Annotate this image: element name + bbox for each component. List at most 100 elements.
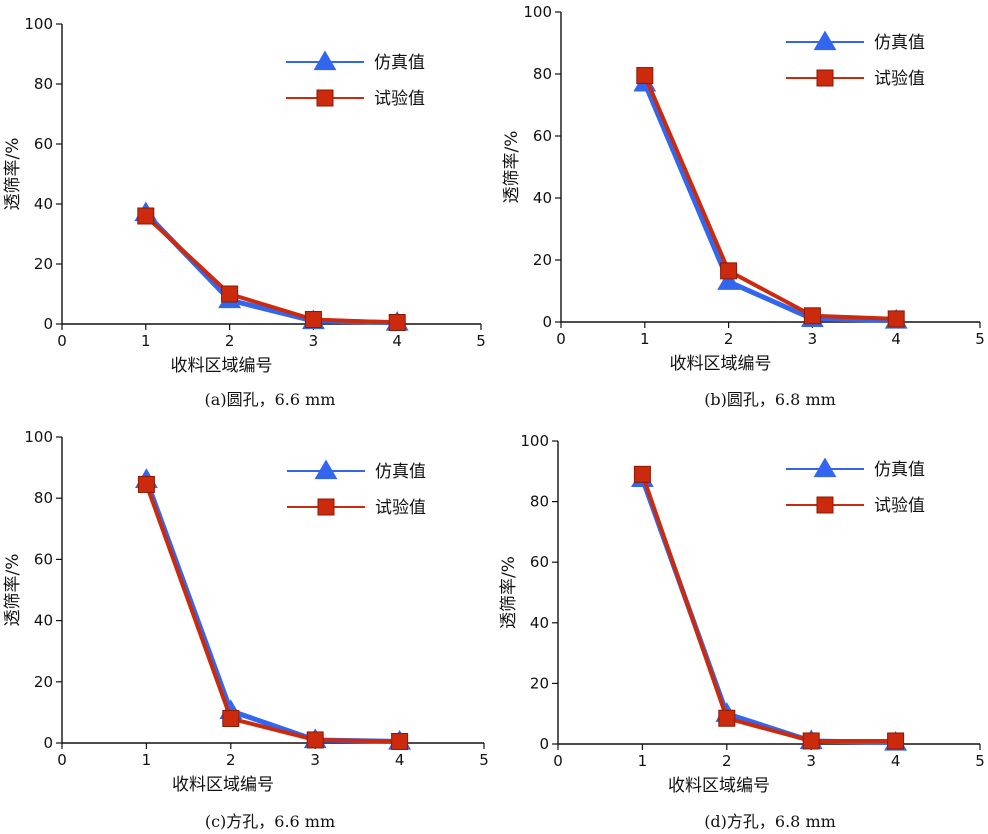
y-tick-label: 80	[533, 65, 552, 83]
x-tick-label: 4	[395, 751, 405, 769]
exp-point	[388, 314, 406, 331]
y-tick-label: 0	[43, 734, 53, 752]
exp-series-line	[144, 483, 400, 744]
legend-square-icon	[317, 498, 335, 516]
x-tick-label: 4	[891, 330, 901, 348]
y-tick-label: 40	[34, 612, 53, 630]
exp-series-line	[144, 214, 398, 325]
y-tick-label: 60	[34, 550, 53, 568]
exp-point	[222, 710, 240, 728]
y-tick-label: 60	[533, 127, 552, 145]
x-tick-label: 1	[640, 330, 650, 348]
y-tick-label: 100	[24, 15, 53, 33]
legend-label: 仿真值	[374, 53, 425, 73]
figure-caption: (b)圆孔，6.8 mm	[704, 390, 836, 409]
y-tick-label: 20	[533, 251, 552, 269]
x-tick-label: 1	[142, 751, 152, 769]
exp-point	[137, 475, 155, 493]
x-tick-label: 3	[808, 330, 818, 348]
y-axis-label: 透筛率/%	[499, 556, 519, 629]
y-axis-label: 透筛率/%	[3, 138, 23, 211]
x-tick-label: 0	[57, 332, 67, 350]
y-tick-label: 40	[533, 189, 552, 207]
y-tick-label: 0	[542, 313, 552, 331]
exp-point	[306, 731, 324, 749]
x-axis-label: 收料区域编号	[172, 775, 274, 795]
y-tick-label: 60	[530, 553, 549, 571]
y-axis-label: 透筛率/%	[3, 554, 23, 627]
y-tick-label: 20	[34, 673, 53, 691]
x-tick-label: 0	[553, 752, 563, 770]
exp-point	[802, 732, 820, 750]
x-tick-label: 2	[225, 332, 235, 350]
sim-series-line	[640, 478, 896, 745]
legend-triangle-icon	[314, 459, 338, 480]
sim-series-line	[144, 478, 400, 744]
x-tick-label: 5	[476, 332, 486, 350]
exp-series-line	[640, 473, 896, 743]
legend-square-icon	[816, 69, 834, 87]
x-tick-label: 5	[975, 330, 985, 348]
legend-square-icon	[316, 89, 334, 107]
y-tick-label: 20	[34, 255, 53, 273]
sim-series-line	[642, 82, 897, 323]
legend-label: 试验值	[375, 498, 426, 518]
x-tick-label: 1	[141, 332, 151, 350]
y-tick-label: 80	[530, 493, 549, 511]
exp-point	[887, 732, 905, 750]
exp-point	[720, 262, 738, 280]
y-tick-label: 100	[520, 432, 549, 450]
exp-point	[137, 207, 155, 225]
x-tick-label: 1	[638, 752, 648, 770]
x-tick-label: 4	[891, 752, 901, 770]
y-tick-label: 40	[34, 195, 53, 213]
exp-point	[803, 307, 821, 325]
x-axis-label: 收料区域编号	[670, 354, 772, 374]
exp-point	[304, 311, 322, 328]
y-tick-label: 0	[539, 735, 549, 753]
x-tick-label: 5	[479, 751, 489, 769]
exp-point	[718, 709, 736, 727]
y-tick-label: 80	[34, 75, 53, 93]
x-tick-label: 0	[57, 751, 67, 769]
exp-series-line	[642, 74, 897, 321]
exp-point	[887, 310, 905, 328]
legend-label: 试验值	[374, 89, 425, 109]
legend-triangle-icon	[813, 30, 837, 51]
y-tick-label: 60	[34, 135, 53, 153]
chart-panel-4: 0 20 40 60 80 100 0 1 2 3 4 5 收料区域编号 透筛率/% (d)方孔，6.8 m…	[499, 432, 985, 831]
exp-point	[636, 67, 654, 85]
exp-point	[221, 285, 239, 303]
chart-panel-1: 0 20 40 60 80 100 0 1 2 3 4 5 收料区域编号 透筛率/% (a)圆孔，6.6 m…	[3, 15, 486, 409]
y-tick-label: 0	[43, 315, 53, 333]
y-tick-label: 20	[530, 674, 549, 692]
y-axis-label: 透筛率/%	[502, 131, 522, 204]
legend-label: 试验值	[874, 69, 925, 89]
legend-label: 仿真值	[874, 460, 925, 480]
x-tick-label: 2	[724, 330, 734, 348]
sim-point	[717, 270, 741, 290]
legend-triangle-icon	[813, 457, 837, 478]
x-axis-label: 收料区域编号	[668, 776, 770, 796]
y-tick-label: 100	[523, 3, 552, 21]
legend-label: 仿真值	[874, 33, 925, 53]
figure-caption: (c)方孔，6.6 mm	[205, 812, 335, 831]
x-tick-label: 2	[226, 751, 236, 769]
chart-panel-3: 0 20 40 60 80 100 0 1 2 3 4 5 收料区域编号 透筛率/% (c)方孔，6.6 m…	[3, 428, 489, 831]
figure-caption: (a)圆孔，6.6 mm	[205, 390, 336, 409]
y-tick-label: 100	[24, 428, 53, 446]
x-tick-label: 3	[309, 332, 319, 350]
x-tick-label: 2	[722, 752, 732, 770]
x-axis-label: 收料区域编号	[171, 356, 273, 376]
legend-label: 仿真值	[375, 462, 426, 482]
y-tick-label: 40	[530, 614, 549, 632]
chart-panel-2: 0 20 40 60 80 100 0 1 2 3 4 5 收料区域编号 透筛率/% (b)圆孔，6.8 m…	[502, 3, 985, 409]
legend-label: 试验值	[874, 496, 925, 516]
exp-point	[633, 465, 651, 483]
legend-square-icon	[816, 496, 834, 514]
